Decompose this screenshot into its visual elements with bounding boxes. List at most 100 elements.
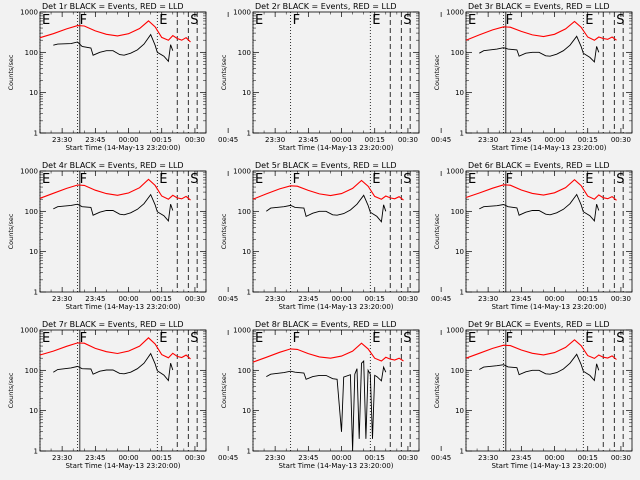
y-tick-label: 1 (460, 448, 464, 456)
x-tick-label: 23:30 (478, 136, 498, 144)
y-axis-label: Counts/sec (220, 54, 228, 90)
series-lld-line (465, 20, 617, 41)
y-axis-label: Counts/sec (7, 372, 15, 408)
y-tick-label: 100 (25, 49, 38, 57)
x-tick-label: 00:00 (544, 454, 564, 462)
chart-panel-6: Det 6r BLACK = Events, RED = LLD 1 10 100 10… (433, 161, 633, 311)
y-tick-label: 100 (238, 367, 251, 375)
chart-panel-3: Det 3r BLACK = Events, RED = LLD 1 10 100 10… (433, 2, 633, 152)
plot-frame (39, 11, 207, 134)
x-tick-label: 23:45 (511, 454, 531, 462)
x-tick-label: 00:30 (398, 295, 418, 303)
x-tick-label: 00:15 (365, 136, 385, 144)
chart-title: Det 2r BLACK = Events, RED = LLD (255, 2, 397, 11)
x-tick-label: 23:45 (298, 295, 318, 303)
x-tick-label: 23:45 (511, 136, 531, 144)
y-tick-label: 10 (29, 248, 38, 256)
x-tick-label: 00:45 (218, 136, 238, 144)
marker-label-f: F (293, 331, 300, 346)
series-events-line (53, 352, 174, 382)
series-lld-line (39, 20, 191, 43)
x-tick-label: 00:45 (218, 295, 238, 303)
chart-title: Det 4r BLACK = Events, RED = LLD (42, 161, 184, 170)
x-axis-label: Start Time (14-May-13 23:20:00) (278, 144, 393, 152)
marker-label-s: S (190, 172, 198, 187)
x-tick-label: 00:30 (398, 454, 418, 462)
series-events-line (266, 359, 387, 452)
marker-label-f: F (506, 13, 513, 28)
y-axis-label: Counts/sec (7, 213, 15, 249)
series-events-line (479, 193, 600, 222)
y-tick-label: 1 (247, 130, 251, 138)
x-tick-label: 00:00 (544, 136, 564, 144)
y-axis-label: Counts/sec (433, 54, 441, 90)
y-tick-label: 10 (29, 89, 38, 97)
series-lld-line (252, 179, 404, 201)
x-tick-label: 00:45 (431, 295, 451, 303)
marker-label-f: F (80, 331, 87, 346)
y-tick-label: 10 (242, 407, 251, 415)
y-tick-label: 1000 (20, 9, 38, 17)
marker-label-f: F (80, 172, 87, 187)
chart-title: Det 6r BLACK = Events, RED = LLD (468, 161, 610, 170)
x-tick-label: 00:45 (218, 454, 238, 462)
y-tick-label: 1 (34, 289, 38, 297)
x-axis-label: Start Time (14-May-13 23:20:00) (278, 303, 393, 311)
marker-label-f: F (506, 172, 513, 187)
y-tick-label: 100 (238, 208, 251, 216)
marker-label-s: S (403, 331, 411, 346)
x-tick-label: 23:30 (52, 295, 72, 303)
x-tick-label: 00:45 (431, 136, 451, 144)
y-tick-label: 100 (25, 367, 38, 375)
marker-label-s: S (616, 331, 624, 346)
y-tick-label: 10 (455, 248, 464, 256)
y-tick-label: 1 (247, 289, 251, 297)
y-tick-label: 1000 (20, 327, 38, 335)
marker-label-e: E (42, 13, 50, 28)
x-tick-label: 23:45 (511, 295, 531, 303)
plot-frame (252, 11, 420, 134)
plot-frame (465, 329, 633, 452)
x-tick-label: 00:00 (118, 295, 138, 303)
x-axis-label: Start Time (14-May-13 23:20:00) (65, 462, 180, 470)
x-tick-label: 00:15 (578, 295, 598, 303)
series-events-line (53, 33, 174, 63)
x-tick-label: 00:30 (611, 454, 631, 462)
chart-panel-2: Det 2r BLACK = Events, RED = LLD 1 10 100 10… (220, 2, 451, 152)
x-tick-label: 00:00 (544, 295, 564, 303)
series-lld-line (39, 178, 191, 201)
marker-label-e: E (372, 13, 380, 28)
x-tick-label: 00:30 (185, 454, 205, 462)
x-tick-label: 23:30 (265, 295, 285, 303)
plot-frame (39, 329, 207, 452)
y-axis-label: Counts/sec (433, 372, 441, 408)
x-tick-label: 00:00 (331, 454, 351, 462)
y-tick-label: 10 (29, 407, 38, 415)
x-tick-label: 23:45 (85, 454, 105, 462)
x-tick-label: 23:45 (85, 136, 105, 144)
x-tick-label: 23:45 (85, 295, 105, 303)
x-tick-label: 23:30 (52, 454, 72, 462)
chart-panel-1: Det 1r BLACK = Events, RED = LLD 1 10 100 10… (7, 2, 238, 152)
y-tick-label: 1000 (446, 168, 464, 176)
marker-label-s: S (403, 172, 411, 187)
x-tick-label: 00:00 (118, 136, 138, 144)
x-tick-label: 23:45 (298, 136, 318, 144)
marker-label-e: E (468, 172, 476, 187)
x-tick-label: 00:30 (185, 136, 205, 144)
y-axis-label: Counts/sec (433, 213, 441, 249)
y-tick-label: 100 (451, 208, 464, 216)
chart-title: Det 3r BLACK = Events, RED = LLD (468, 2, 610, 11)
x-tick-label: 00:30 (398, 136, 418, 144)
y-tick-label: 100 (238, 49, 251, 57)
marker-label-e: E (42, 331, 50, 346)
series-events-line (53, 193, 174, 222)
marker-label-e: E (372, 172, 380, 187)
y-tick-label: 10 (455, 89, 464, 97)
y-tick-label: 1 (34, 130, 38, 138)
series-lld-line (252, 342, 404, 363)
marker-label-s: S (190, 13, 198, 28)
chart-title: Det 8r BLACK = Events, RED = LLD (255, 320, 397, 329)
chart-panel-4: Det 4r BLACK = Events, RED = LLD 1 10 100 10… (7, 161, 238, 311)
x-axis-label: Start Time (14-May-13 23:20:00) (65, 144, 180, 152)
